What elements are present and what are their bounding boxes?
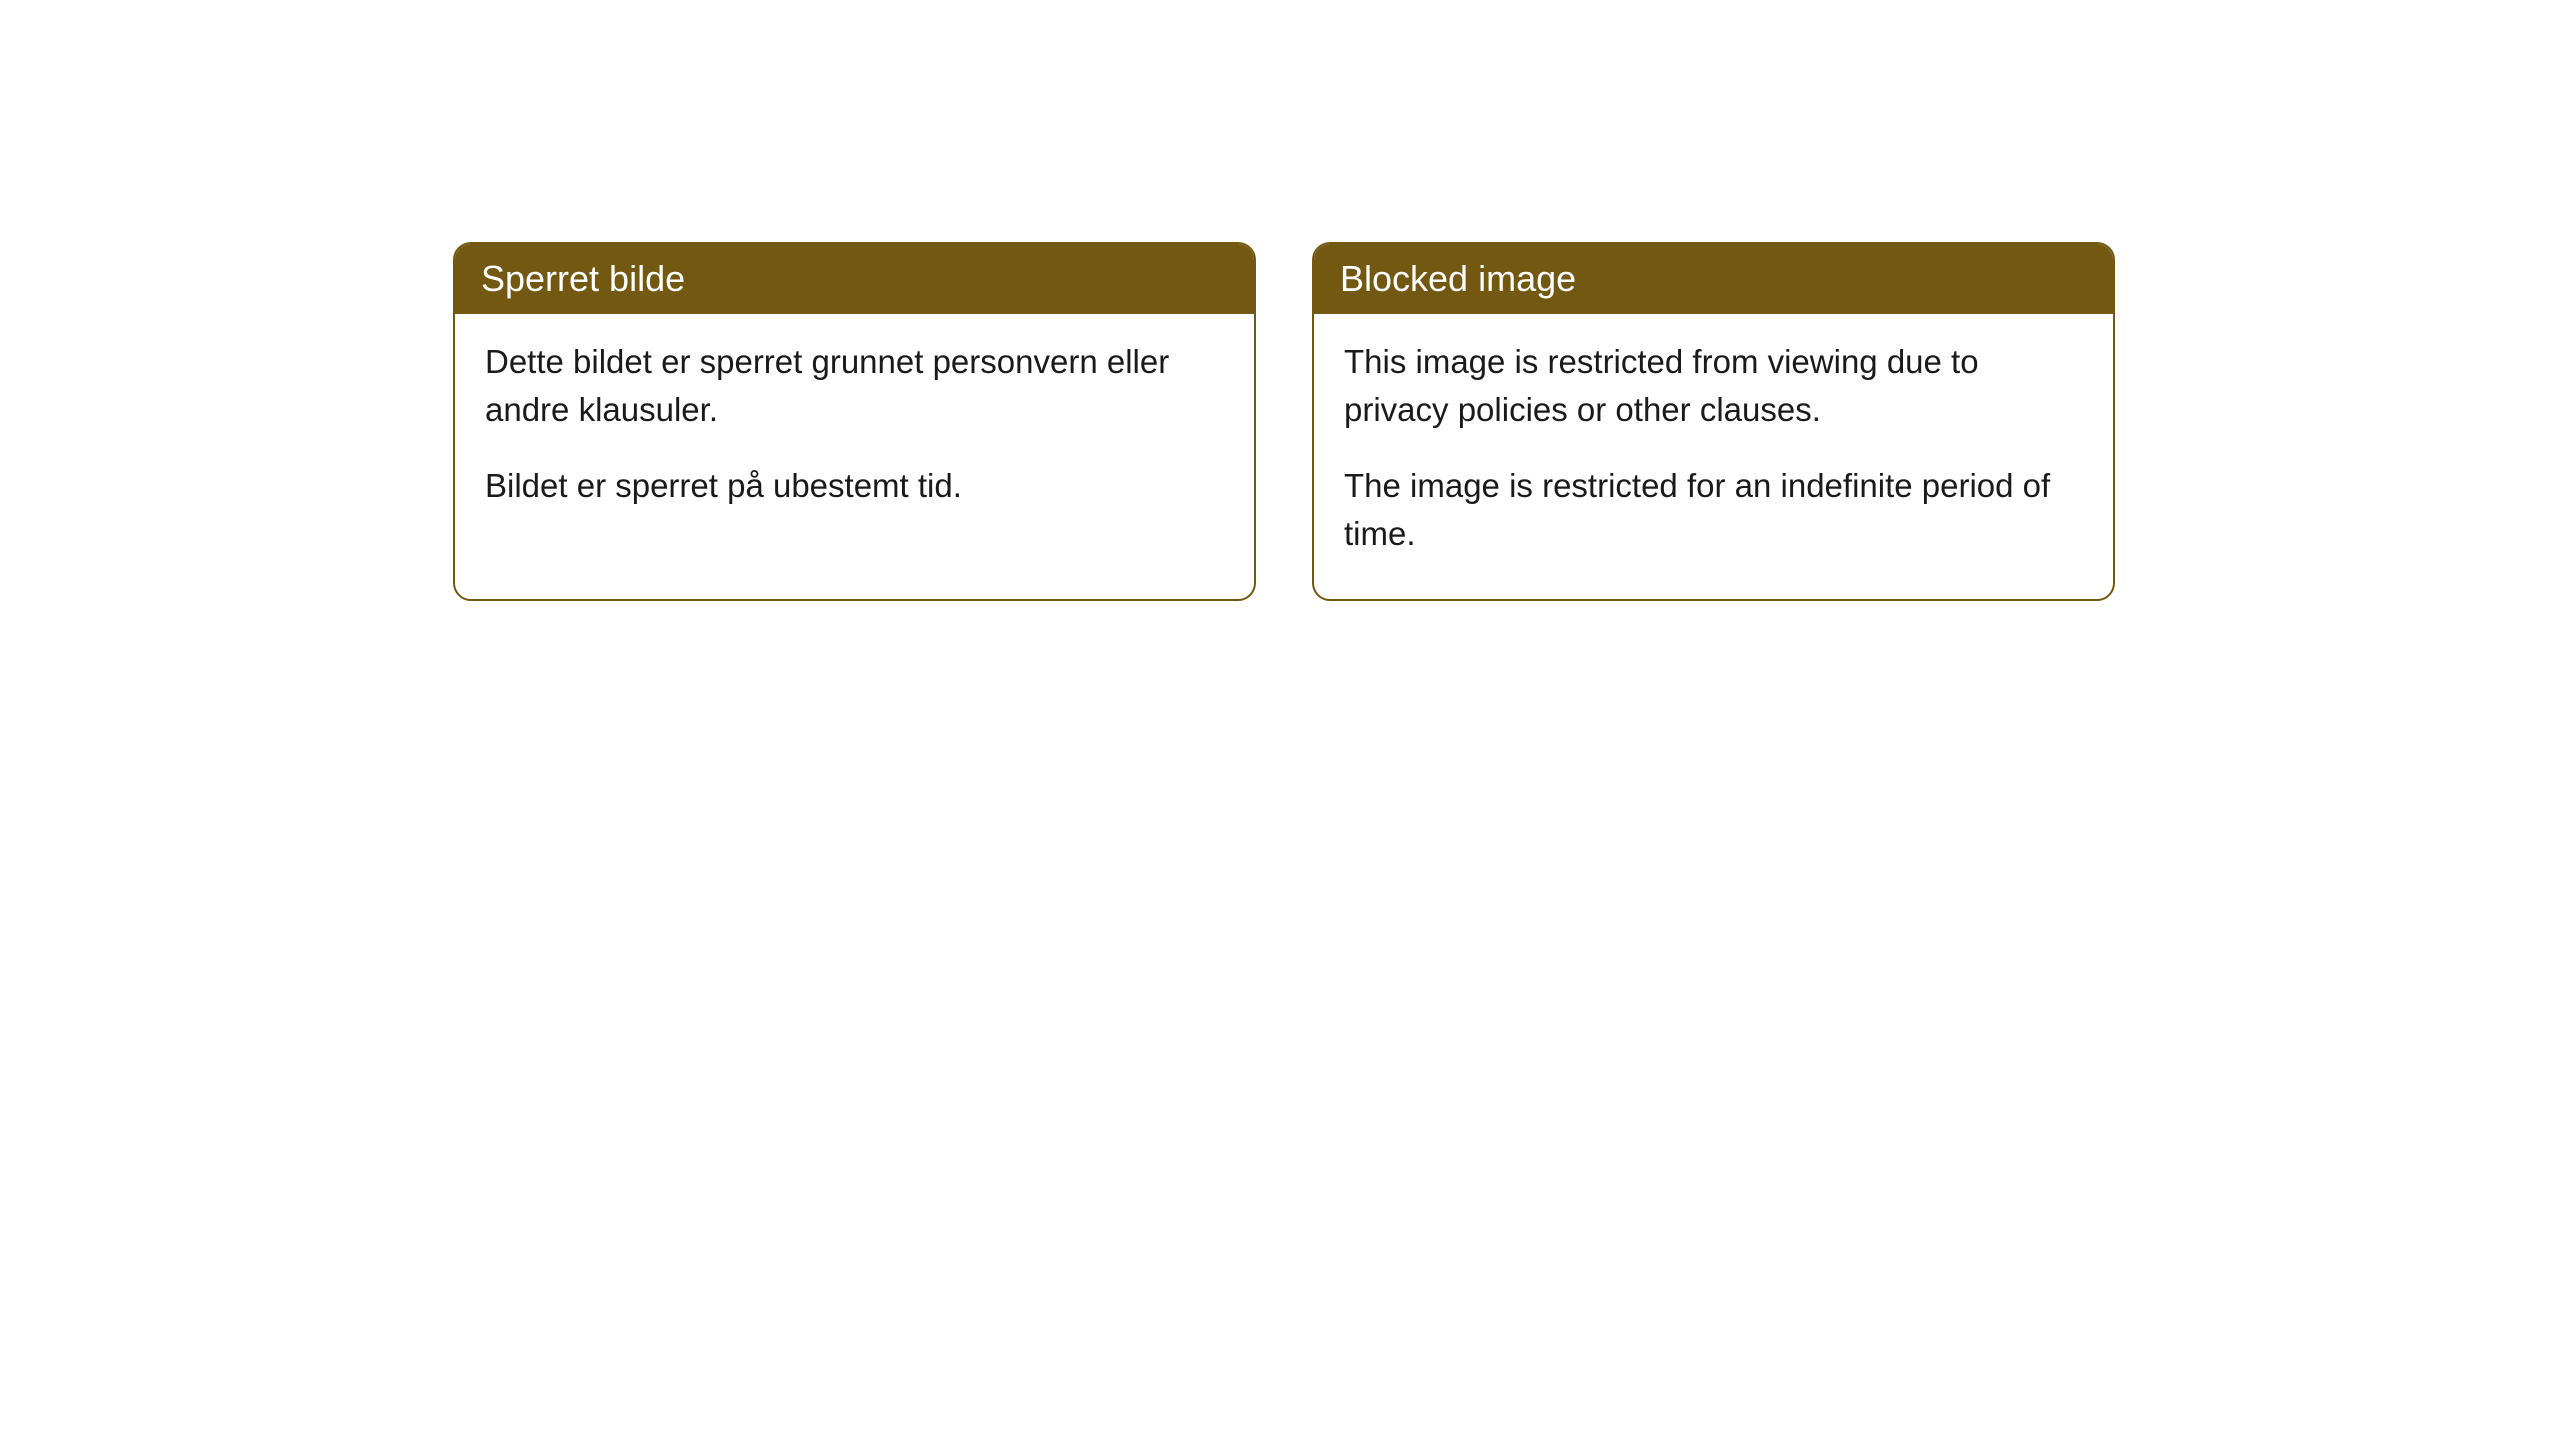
card-paragraph: This image is restricted from viewing du…: [1344, 338, 2083, 434]
notice-card-norwegian: Sperret bilde Dette bildet er sperret gr…: [453, 242, 1256, 601]
notice-card-english: Blocked image This image is restricted f…: [1312, 242, 2115, 601]
card-title: Sperret bilde: [481, 258, 685, 299]
card-body: Dette bildet er sperret grunnet personve…: [455, 314, 1254, 552]
card-header: Sperret bilde: [455, 244, 1254, 314]
card-body: This image is restricted from viewing du…: [1314, 314, 2113, 599]
notice-cards-container: Sperret bilde Dette bildet er sperret gr…: [453, 242, 2115, 601]
card-paragraph: Bildet er sperret på ubestemt tid.: [485, 462, 1224, 510]
card-header: Blocked image: [1314, 244, 2113, 314]
card-paragraph: The image is restricted for an indefinit…: [1344, 462, 2083, 558]
card-paragraph: Dette bildet er sperret grunnet personve…: [485, 338, 1224, 434]
card-title: Blocked image: [1340, 258, 1576, 299]
